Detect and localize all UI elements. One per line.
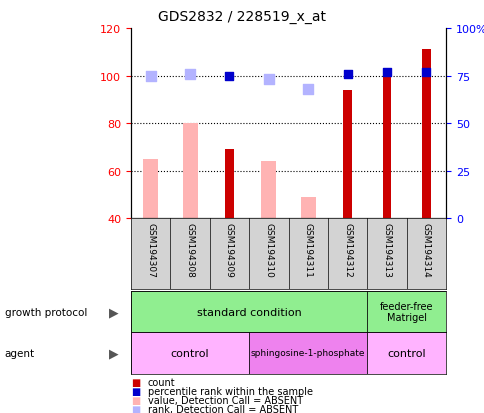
Text: GDS2832 / 228519_x_at: GDS2832 / 228519_x_at bbox=[158, 10, 326, 24]
Text: GSM194311: GSM194311 bbox=[303, 222, 312, 277]
Text: ■: ■ bbox=[131, 395, 140, 405]
Point bbox=[343, 71, 351, 78]
Point bbox=[422, 69, 429, 76]
Bar bbox=[300, 197, 315, 219]
Text: standard condition: standard condition bbox=[197, 307, 301, 317]
Bar bbox=[382, 69, 391, 219]
Text: count: count bbox=[148, 377, 175, 387]
Text: ▶: ▶ bbox=[109, 305, 119, 318]
Text: rank, Detection Call = ABSENT: rank, Detection Call = ABSENT bbox=[148, 404, 298, 413]
Point bbox=[382, 69, 390, 76]
Text: sphingosine-1-phosphate: sphingosine-1-phosphate bbox=[251, 349, 365, 358]
Bar bbox=[367, 291, 445, 332]
Text: ■: ■ bbox=[131, 377, 140, 387]
Bar bbox=[249, 332, 367, 374]
Text: percentile rank within the sample: percentile rank within the sample bbox=[148, 386, 312, 396]
Bar bbox=[131, 332, 249, 374]
Text: GSM194309: GSM194309 bbox=[225, 222, 233, 277]
Text: GSM194307: GSM194307 bbox=[146, 222, 155, 277]
Text: value, Detection Call = ABSENT: value, Detection Call = ABSENT bbox=[148, 395, 302, 405]
Bar bbox=[421, 50, 430, 219]
Point bbox=[186, 71, 194, 78]
Text: growth protocol: growth protocol bbox=[5, 307, 87, 317]
Bar bbox=[143, 159, 158, 219]
Bar bbox=[131, 291, 367, 332]
Bar bbox=[261, 162, 276, 219]
Text: GSM194313: GSM194313 bbox=[382, 222, 391, 277]
Bar bbox=[182, 124, 197, 219]
Bar bbox=[367, 332, 445, 374]
Text: control: control bbox=[170, 348, 209, 358]
Text: feeder-free
Matrigel: feeder-free Matrigel bbox=[379, 301, 433, 323]
Point bbox=[225, 73, 233, 80]
Text: ■: ■ bbox=[131, 404, 140, 413]
Point bbox=[304, 86, 312, 93]
Text: ▶: ▶ bbox=[109, 347, 119, 360]
Text: GSM194314: GSM194314 bbox=[421, 222, 430, 277]
Bar bbox=[225, 150, 233, 219]
Point bbox=[264, 77, 272, 83]
Text: GSM194308: GSM194308 bbox=[185, 222, 194, 277]
Text: ■: ■ bbox=[131, 386, 140, 396]
Bar bbox=[343, 91, 351, 219]
Text: GSM194312: GSM194312 bbox=[343, 222, 351, 277]
Text: control: control bbox=[387, 348, 425, 358]
Text: GSM194310: GSM194310 bbox=[264, 222, 273, 277]
Point bbox=[147, 73, 154, 80]
Text: agent: agent bbox=[5, 348, 35, 358]
